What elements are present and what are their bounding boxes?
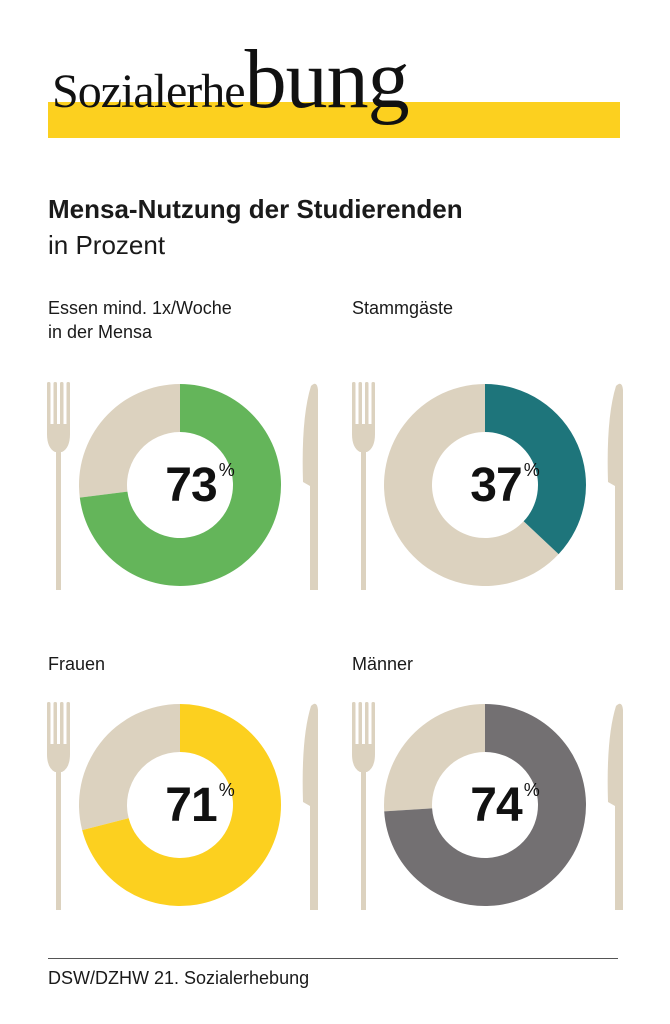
footer-divider [48,958,618,959]
knife-icon-regulars [607,383,623,590]
donut-slice-remainder-women [78,704,180,831]
donut-slice-remainder-men [384,704,485,812]
donut-slice-value-weekly [79,384,281,586]
panel-label-women: Frauen [48,654,106,674]
fork-icon-women [47,702,70,910]
donut-chart-regulars [352,382,623,590]
knife-icon-women [302,703,318,910]
donut-chart-weekly [47,382,318,590]
donut-slice-value-regulars [485,384,586,555]
panel-label-men: Männer [352,654,414,674]
fork-icon-men [352,702,375,910]
donut-slice-remainder-weekly [79,384,180,498]
logo: Sozialerhebung [48,38,620,142]
fork-icon-weekly [47,382,70,590]
logo-text-part2: bung [244,33,410,126]
donut-slice-remainder-regulars [384,384,559,586]
source-note: DSW/DZHW 21. Sozialerhebung [48,968,310,988]
donut-panel-men: 74% [350,698,660,913]
donut-panel-women: 71% [45,698,355,913]
donut-slice-value-men [384,704,586,906]
chart-subtitle: in Prozent [48,230,166,260]
fork-icon-regulars [352,382,375,590]
knife-icon-men [607,703,623,910]
donut-chart-women [47,702,318,910]
donut-chart-men [352,702,623,910]
logo-text: Sozialerhebung [52,38,410,122]
logo-text-part1: Sozialerhe [52,65,246,118]
donut-panel-regulars: 37% [350,378,660,593]
logo-bar [48,102,620,138]
chart-title: Mensa-Nutzung der Studierenden [48,194,463,224]
donut-panel-weekly: 73% [45,378,355,593]
panel-label-regulars: Stammgäste [352,298,454,318]
panel-label-weekly: Essen mind. 1x/Woche in der Mensa [48,298,232,342]
knife-icon-weekly [302,383,318,590]
donut-slice-value-women [82,704,281,906]
